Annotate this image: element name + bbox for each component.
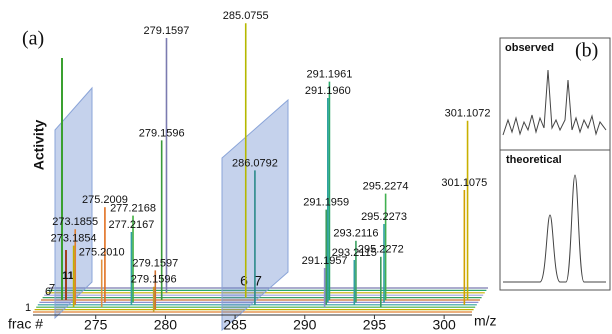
- inset-frame: [499, 37, 611, 291]
- peak-label: 286.0792: [232, 157, 278, 169]
- baselines: [33, 287, 488, 313]
- peak-label: 275.2010: [79, 247, 125, 259]
- peak-label: 279.1596: [139, 127, 185, 139]
- fraction-plane: [54, 86, 93, 320]
- peak-label: 295.2273: [361, 211, 407, 223]
- depth-tick-label: 1: [25, 302, 31, 314]
- depth-tick-label: 7: [49, 283, 55, 295]
- peak-label: 277.2167: [108, 219, 154, 231]
- inset: observed theoretical (b): [499, 37, 611, 291]
- peak-label: 293.2115: [332, 247, 377, 259]
- peak-label: 301.1072: [445, 108, 491, 120]
- x-tick-label: 300: [432, 317, 456, 333]
- peak-label: 301.1075: [441, 177, 487, 189]
- peak-label: 293.2116: [333, 228, 378, 240]
- peak-label: 295.2274: [363, 181, 409, 193]
- peak-label: 285.0755: [223, 10, 269, 22]
- panel-label: (a): [22, 28, 44, 50]
- inset-label: observed: [505, 42, 554, 54]
- peak-label: 279.1597: [132, 257, 178, 269]
- depth-tick-label: 11: [62, 270, 74, 282]
- peak-label: 291.1961: [306, 69, 352, 81]
- peak-label: 275.2009: [82, 194, 128, 206]
- theoretical-trace: [503, 174, 606, 283]
- inset-label: theoretical: [506, 154, 562, 166]
- x-axis-label: m/z: [474, 313, 497, 329]
- x-tick-label: 280: [154, 317, 178, 333]
- peak-label: 273.1854: [51, 233, 97, 245]
- plane-tick-label: 6: [240, 273, 248, 289]
- y-axis-label: Activity: [31, 120, 47, 171]
- observed-trace: [502, 69, 607, 136]
- peak-label: 273.1855: [52, 216, 98, 228]
- depth-tick-label: 6: [45, 286, 51, 298]
- x-tick-label: 295: [363, 317, 387, 333]
- peak-label: 291.1960: [305, 85, 351, 97]
- peak-label: 277.2168: [110, 203, 156, 215]
- plane-tick-label: 7: [254, 273, 262, 289]
- peak-label: 279.1597: [144, 25, 190, 37]
- peak-label: 291.1959: [303, 197, 349, 209]
- x-tick-label: 275: [84, 317, 108, 333]
- x-tick-label: 285: [223, 317, 247, 333]
- peak-label: 295.2272: [358, 244, 404, 256]
- peak-label: 279.1596: [131, 274, 177, 286]
- x-tick-label: 290: [293, 317, 317, 333]
- panel-label: (b): [575, 40, 598, 62]
- peak-label: 291.1957: [302, 255, 348, 267]
- depth-axis-label: frac #: [8, 316, 43, 332]
